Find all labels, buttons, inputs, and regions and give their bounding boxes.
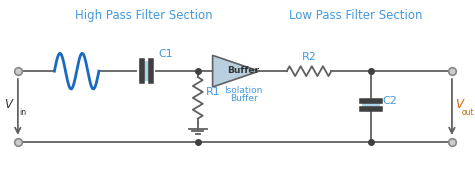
Text: R1: R1: [206, 87, 220, 97]
Bar: [140, 61, 153, 81]
Text: Buffer: Buffer: [228, 66, 260, 75]
Text: $V$: $V$: [455, 98, 465, 111]
Bar: [362, 99, 380, 111]
Polygon shape: [213, 55, 259, 87]
Text: Low Pass Filter Section: Low Pass Filter Section: [289, 9, 423, 22]
Text: Isolation: Isolation: [225, 86, 263, 95]
Text: C2: C2: [383, 96, 398, 106]
Text: $V$: $V$: [4, 98, 15, 111]
Text: C1: C1: [158, 49, 173, 59]
Text: out: out: [462, 108, 475, 117]
Text: Buffer: Buffer: [230, 94, 257, 103]
Text: R2: R2: [302, 52, 316, 62]
Text: High Pass Filter Section: High Pass Filter Section: [75, 9, 212, 22]
Text: in: in: [19, 108, 26, 117]
